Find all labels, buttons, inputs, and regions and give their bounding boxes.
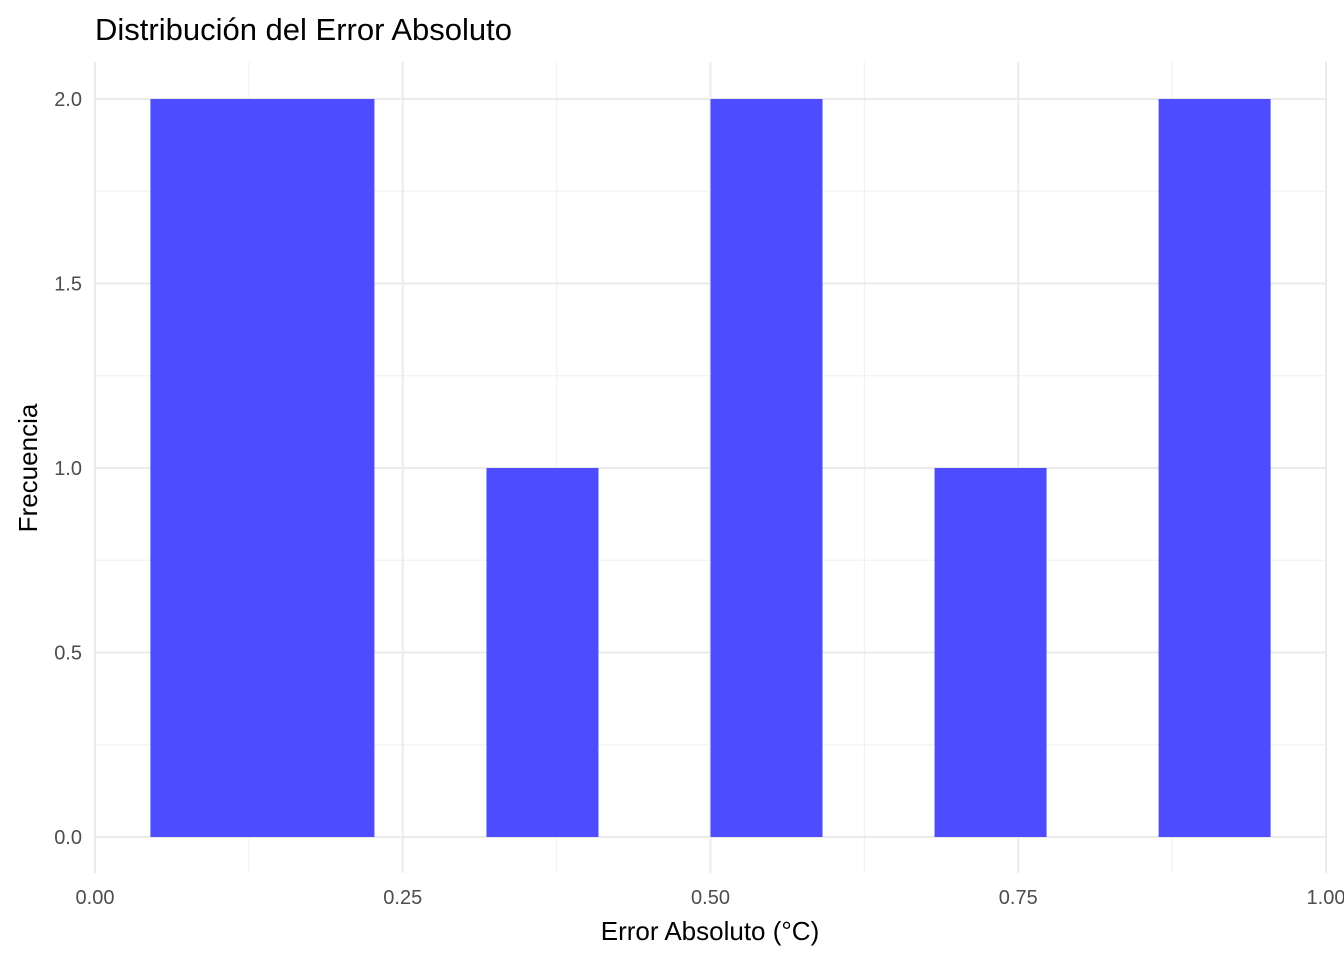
histogram-bar <box>486 468 599 837</box>
chart-title: Distribución del Error Absoluto <box>95 12 512 47</box>
y-tick-label: 1.5 <box>54 274 82 296</box>
histogram-bar <box>934 468 1047 837</box>
histogram-bar <box>1158 99 1271 837</box>
y-tick-label: 1.0 <box>54 458 82 480</box>
x-tick-label: 0.00 <box>76 887 115 909</box>
y-axis-ticks: 0.0 0.5 1.0 1.5 2.0 <box>54 89 82 849</box>
y-axis-title: Frecuencia <box>13 403 43 532</box>
x-tick-label: 0.75 <box>999 887 1038 909</box>
x-tick-label: 0.25 <box>383 887 422 909</box>
y-tick-label: 2.0 <box>54 89 82 111</box>
x-axis-title: Error Absoluto (°C) <box>601 916 819 946</box>
y-tick-label: 0.5 <box>54 643 82 665</box>
x-axis-ticks: 0.00 0.25 0.50 0.75 1.00 <box>76 887 1344 909</box>
x-tick-label: 1.00 <box>1307 887 1344 909</box>
histogram-bar <box>710 99 823 837</box>
histogram-bar <box>150 99 375 837</box>
histogram-bars <box>150 99 1271 837</box>
y-tick-label: 0.0 <box>54 827 82 849</box>
x-tick-label: 0.50 <box>691 887 730 909</box>
